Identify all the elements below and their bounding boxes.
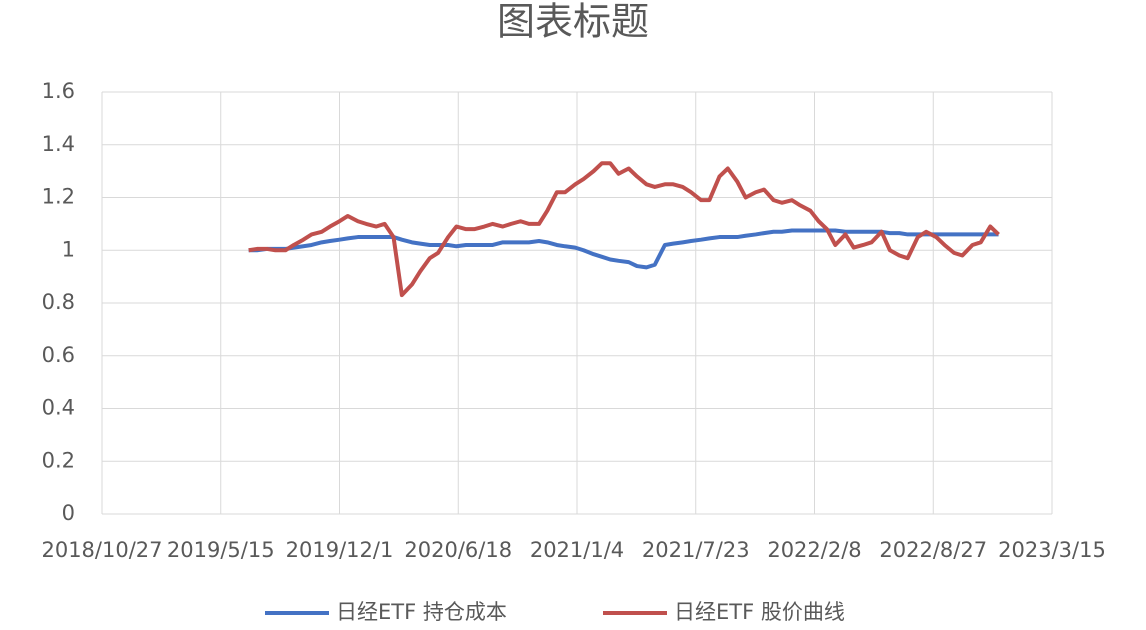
y-tick-label: 0.6 (42, 343, 75, 367)
x-tick-label: 2019/5/15 (167, 538, 275, 562)
y-tick-label: 0 (62, 501, 75, 525)
legend-label: 日经ETF 股价曲线 (674, 600, 845, 624)
x-tick-label: 2022/8/27 (879, 538, 987, 562)
y-tick-label: 1.6 (42, 79, 75, 103)
y-tick-label: 1.2 (42, 185, 75, 209)
chart-title: 图表标题 (497, 0, 649, 44)
x-tick-label: 2022/2/8 (767, 538, 861, 562)
y-tick-label: 0.4 (42, 396, 75, 420)
y-tick-label: 1 (62, 237, 75, 261)
x-tick-label: 2020/6/18 (404, 538, 512, 562)
series-line (248, 161, 1000, 298)
x-tick-label: 2021/1/4 (530, 538, 624, 562)
x-tick-label: 2018/10/27 (41, 538, 162, 562)
x-tick-label: 2023/3/15 (998, 538, 1106, 562)
x-tick-label: 2021/7/23 (642, 538, 750, 562)
series-line (248, 228, 999, 270)
y-tick-label: 0.2 (42, 448, 75, 472)
y-tick-label: 1.4 (42, 132, 75, 156)
y-tick-label: 0.8 (42, 290, 75, 314)
legend-label: 日经ETF 持仓成本 (336, 600, 507, 624)
x-tick-label: 2019/12/1 (286, 538, 394, 562)
